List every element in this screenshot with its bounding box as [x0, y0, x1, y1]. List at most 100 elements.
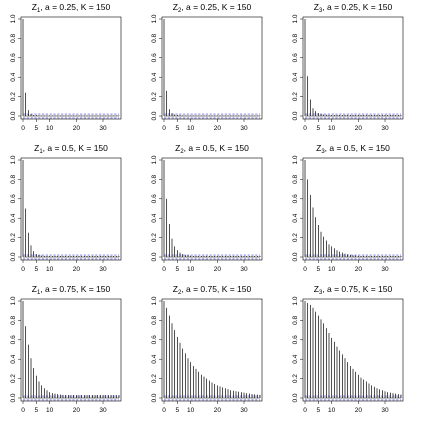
- panel-title-params: , a = 0.75, K = 150: [322, 284, 392, 294]
- y-tick-label: 0.4: [292, 354, 299, 363]
- x-tick-label: 10: [328, 407, 336, 414]
- plot-frame: [20, 16, 122, 120]
- plot-frame: [302, 157, 404, 261]
- panel-title: Z2, a = 0.5, K = 150: [175, 143, 249, 155]
- x-tick-label: 5: [176, 125, 180, 132]
- y-tick-label: 0.8: [292, 175, 299, 184]
- panel-title: Z1, a = 0.5, K = 150: [34, 143, 108, 155]
- panel-title: Z1, a = 0.25, K = 150: [32, 2, 111, 14]
- x-tick-label: 20: [73, 266, 81, 273]
- x-tick-label: 20: [73, 125, 81, 132]
- x-tick-label: 0: [21, 125, 25, 132]
- y-tick-label: 0.8: [10, 175, 17, 184]
- x-tick-label: 0: [303, 125, 307, 132]
- panel-title-params: , a = 0.5, K = 150: [325, 143, 390, 153]
- y-tick-label: 1.0: [151, 296, 158, 305]
- acf-panel-2: Z2, a = 0.25, K = 150 0.0 0.2 0.4 0.6 0.8 1.0 0…: [151, 2, 263, 132]
- x-tick-label: 30: [240, 266, 248, 273]
- y-tick-label: 0.4: [151, 213, 158, 222]
- x-tick-label: 5: [35, 266, 39, 273]
- panel-title-subscript: 2: [178, 8, 182, 14]
- x-tick-label: 30: [240, 407, 248, 414]
- panel-title-subscript: 3: [319, 290, 323, 296]
- panel-title-subscript: 1: [37, 8, 41, 14]
- x-tick-label: 30: [381, 125, 389, 132]
- x-tick-label: 5: [176, 266, 180, 273]
- y-tick-label: 0.8: [292, 316, 299, 325]
- y-tick-label: 0.8: [10, 316, 17, 325]
- y-tick-label: 0.6: [10, 53, 17, 62]
- y-tick-label: 1.0: [292, 296, 299, 305]
- y-tick-label: 0.2: [10, 92, 17, 101]
- x-tick-label: 30: [381, 407, 389, 414]
- acf-panel-1: Z1, a = 0.25, K = 150 0.0 0.2 0.4 0.6 0.8 1.0 0…: [10, 2, 122, 132]
- x-tick-label: 20: [355, 125, 363, 132]
- x-tick-label: 20: [355, 407, 363, 414]
- panel-title-variable: Z: [34, 143, 39, 153]
- y-tick-label: 0.0: [151, 111, 158, 120]
- y-tick-label: 0.6: [10, 335, 17, 344]
- y-tick-label: 0.2: [151, 233, 158, 242]
- y-tick-label: 0.6: [292, 194, 299, 203]
- y-tick-label: 0.2: [151, 374, 158, 383]
- y-tick-label: 0.4: [10, 72, 17, 81]
- acf-panel-7: Z1, a = 0.75, K = 150 0.0 0.2 0.4 0.6 0.8 1.0 0…: [10, 284, 122, 414]
- y-tick-label: 0.4: [151, 72, 158, 81]
- panel-title-variable: Z: [32, 2, 37, 12]
- y-tick-label: 0.6: [10, 194, 17, 203]
- y-tick-label: 1.0: [10, 14, 17, 23]
- plot-frame: [302, 298, 404, 402]
- x-tick-label: 0: [162, 266, 166, 273]
- y-tick-label: 0.0: [292, 252, 299, 261]
- plot-frame: [161, 298, 263, 402]
- x-tick-label: 10: [46, 125, 54, 132]
- y-tick-label: 0.2: [10, 374, 17, 383]
- panel-title-variable: Z: [175, 143, 180, 153]
- x-tick-label: 0: [21, 266, 25, 273]
- panel-title-variable: Z: [173, 2, 178, 12]
- x-tick-label: 5: [317, 407, 321, 414]
- panel-title-subscript: 3: [321, 149, 325, 155]
- y-tick-label: 0.2: [292, 374, 299, 383]
- panel-title-variable: Z: [32, 284, 37, 294]
- x-tick-label: 30: [99, 125, 107, 132]
- panel-title-variable: Z: [316, 143, 321, 153]
- x-tick-label: 10: [46, 266, 54, 273]
- panel-title-subscript: 3: [319, 8, 323, 14]
- panel-title: Z3, a = 0.75, K = 150: [314, 284, 393, 296]
- panel-title-params: , a = 0.75, K = 150: [40, 284, 110, 294]
- y-tick-label: 0.8: [151, 316, 158, 325]
- y-tick-label: 0.4: [10, 213, 17, 222]
- acf-panel-3: Z3, a = 0.25, K = 150 0.0 0.2 0.4 0.6 0.8 1.0 0…: [292, 2, 404, 132]
- x-tick-label: 0: [21, 407, 25, 414]
- x-tick-label: 20: [214, 125, 222, 132]
- acf-panel-9: Z3, a = 0.75, K = 150 0.0 0.2 0.4 0.6 0.8 1.0 0…: [292, 284, 404, 414]
- x-tick-label: 20: [355, 266, 363, 273]
- y-tick-label: 0.2: [292, 233, 299, 242]
- panel-title-variable: Z: [173, 284, 178, 294]
- y-tick-label: 0.0: [10, 393, 17, 402]
- y-tick-label: 0.8: [151, 175, 158, 184]
- y-tick-label: 0.2: [292, 92, 299, 101]
- y-tick-label: 0.0: [10, 252, 17, 261]
- acf-panel-4: Z1, a = 0.5, K = 150 0.0 0.2 0.4 0.6 0.8 1.0 0 5…: [10, 143, 122, 273]
- y-tick-label: 0.6: [292, 53, 299, 62]
- plot-frame: [20, 157, 122, 261]
- x-tick-label: 5: [35, 125, 39, 132]
- y-tick-label: 0.4: [10, 354, 17, 363]
- panel-title-params: , a = 0.5, K = 150: [184, 143, 249, 153]
- x-tick-label: 5: [176, 407, 180, 414]
- y-tick-label: 0.2: [151, 92, 158, 101]
- plot-frame: [161, 157, 263, 261]
- y-tick-label: 0.6: [151, 53, 158, 62]
- panel-title: Z2, a = 0.25, K = 150: [173, 2, 252, 14]
- panel-title-subscript: 2: [180, 149, 184, 155]
- y-tick-label: 1.0: [10, 296, 17, 305]
- y-tick-label: 0.8: [10, 34, 17, 43]
- y-tick-label: 1.0: [292, 155, 299, 164]
- plot-frame: [302, 16, 404, 120]
- y-tick-label: 0.8: [151, 34, 158, 43]
- panel-title-variable: Z: [314, 2, 319, 12]
- panel-title-subscript: 1: [37, 290, 41, 296]
